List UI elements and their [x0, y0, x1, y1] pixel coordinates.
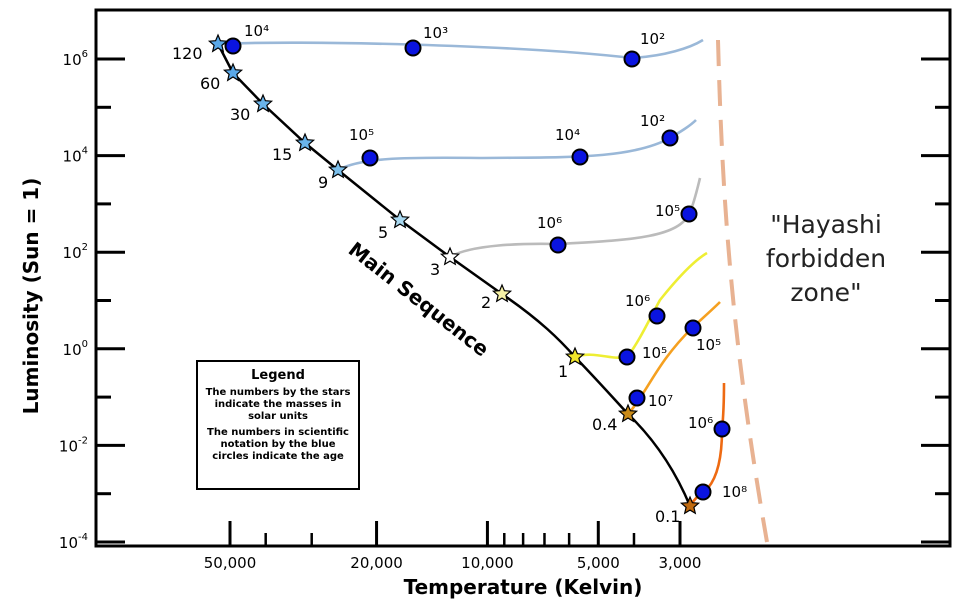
mass-label: 2 — [481, 293, 491, 312]
x-tick-label: 10,000 — [461, 554, 514, 572]
evolution-track-120 — [217, 38, 704, 60]
legend-age-note: The numbers in scientific notation by th… — [207, 427, 349, 462]
age-marker — [618, 348, 636, 366]
x-axis-label: Temperature (Kelvin) — [404, 575, 643, 599]
age-marker — [648, 307, 666, 325]
y-tick-label: 10-4 — [59, 532, 88, 552]
age-label: 10⁵ — [642, 344, 667, 362]
age-label: 10⁶ — [688, 414, 713, 432]
mass-star-marker — [207, 33, 229, 53]
age-marker — [224, 37, 242, 55]
mass-label: 1 — [558, 362, 568, 381]
mass-star-marker — [491, 283, 513, 303]
age-label: 10⁷ — [648, 392, 673, 410]
y-tick-label: 106 — [63, 49, 88, 69]
mass-label: 5 — [378, 223, 388, 242]
mass-label: 60 — [200, 74, 220, 93]
mass-star-marker — [327, 159, 349, 179]
mass-label: 9 — [318, 173, 328, 192]
age-label: 10² — [640, 30, 665, 48]
x-tick-label: 20,000 — [350, 554, 403, 572]
age-label: 10⁴ — [555, 126, 580, 144]
age-label: 10³ — [423, 24, 448, 42]
mass-label: 30 — [230, 105, 250, 124]
x-tick-label: 3,000 — [659, 554, 702, 572]
mass-star-marker — [222, 62, 244, 82]
age-marker — [549, 236, 567, 254]
x-tick-label: 50,000 — [204, 554, 257, 572]
mass-label: 0.1 — [655, 507, 680, 526]
x-tick-label: 5,000 — [577, 554, 620, 572]
y-axis-label: Luminosity (Sun = 1) — [19, 178, 43, 415]
age-label: 10⁵ — [696, 336, 721, 354]
age-marker — [694, 483, 712, 501]
mass-star-marker — [294, 132, 316, 152]
legend-box: Legend The numbers by the stars indicate… — [196, 360, 360, 490]
age-label: 10⁵ — [655, 202, 680, 220]
hayashi-label-line-1: "Hayashi — [770, 210, 882, 239]
age-label: 10⁶ — [537, 214, 562, 232]
mass-star-marker — [617, 403, 639, 423]
y-tick-label: 10-2 — [59, 435, 88, 455]
age-marker — [361, 149, 379, 167]
evolution-track-15 — [337, 119, 697, 172]
mass-label: 3 — [430, 260, 440, 279]
y-tick-label: 104 — [63, 146, 88, 166]
mass-label: 0.4 — [592, 415, 617, 434]
mass-label: 15 — [272, 145, 292, 164]
mass-star-marker — [564, 346, 586, 366]
evolution-track-5 — [449, 177, 702, 259]
age-label: 10⁴ — [244, 22, 269, 40]
mass-star-marker — [679, 495, 701, 515]
mass-star-marker — [389, 209, 411, 229]
hayashi-boundary-line — [716, 39, 769, 543]
age-marker — [571, 148, 589, 166]
y-tick-label: 100 — [63, 339, 88, 359]
hayashi-forbidden-zone-label: "Hayashi forbidden zone" — [766, 210, 886, 307]
age-marker — [680, 205, 698, 223]
age-label: 10⁵ — [349, 126, 374, 144]
age-label: 10⁸ — [722, 483, 747, 501]
hayashi-label-line-3: zone" — [790, 278, 861, 307]
age-marker — [661, 129, 679, 147]
age-marker — [684, 319, 702, 337]
legend-mass-note: The numbers by the stars indicate the ma… — [205, 387, 351, 422]
y-tick-label: 102 — [63, 242, 88, 262]
hayashi-label-line-2: forbidden — [766, 244, 886, 273]
age-marker — [623, 50, 641, 68]
legend-title: Legend — [251, 368, 305, 383]
mass-star-marker — [439, 246, 461, 266]
age-marker — [404, 39, 422, 57]
age-marker — [713, 420, 731, 438]
evolution-track-2 — [574, 251, 708, 360]
age-label: 10⁶ — [625, 292, 650, 310]
mass-label: 120 — [172, 44, 203, 63]
age-label: 10² — [640, 112, 665, 130]
age-marker — [628, 389, 646, 407]
mass-star-marker — [252, 93, 274, 113]
